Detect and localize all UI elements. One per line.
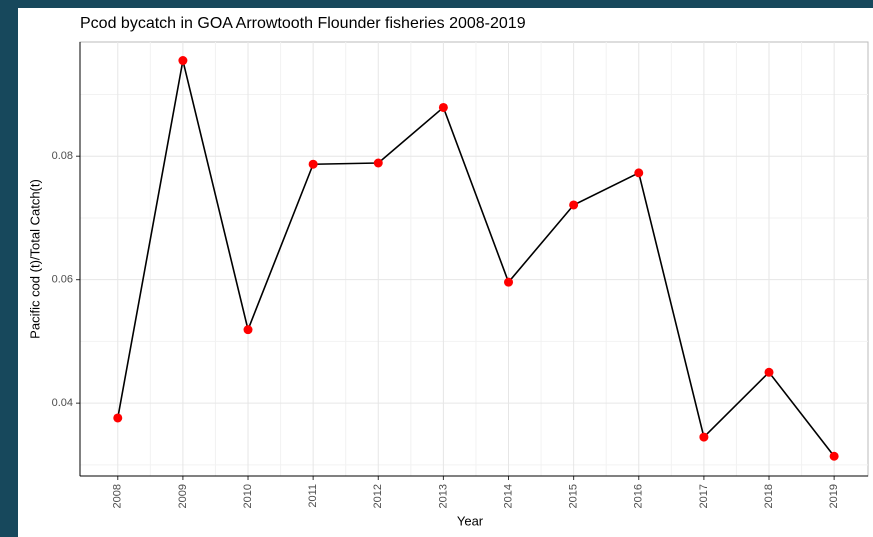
- x-tick-label: 2012: [372, 484, 384, 508]
- data-point: [178, 56, 188, 66]
- data-point: [634, 168, 644, 178]
- data-point: [829, 451, 839, 461]
- y-tick-label: 0.06: [52, 274, 73, 286]
- data-point: [308, 159, 318, 169]
- x-tick-label: 2017: [698, 484, 710, 508]
- x-tick-label: 2019: [828, 484, 840, 508]
- x-tick-label: 2010: [242, 484, 254, 508]
- x-tick-label: 2015: [568, 484, 580, 508]
- y-tick-label: 0.08: [52, 150, 73, 162]
- x-tick-label: 2014: [502, 484, 514, 508]
- chart-title: Pcod bycatch in GOA Arrowtooth Flounder …: [80, 15, 526, 32]
- x-axis-label: Year: [457, 513, 484, 528]
- x-tick-label: 2009: [177, 484, 189, 508]
- data-point: [438, 102, 448, 112]
- data-point: [569, 200, 579, 210]
- data-point: [504, 277, 514, 287]
- x-tick-label: 2016: [633, 484, 645, 508]
- data-point: [373, 158, 383, 168]
- data-point: [113, 413, 123, 423]
- data-point: [699, 432, 709, 442]
- x-tick-label: 2013: [437, 484, 449, 508]
- plot-panel: [79, 41, 869, 477]
- series-line: [116, 60, 835, 457]
- y-axis-label: Pacific cod (t)/Total Catch(t): [27, 179, 42, 339]
- data-point: [764, 367, 774, 377]
- x-tick-label: 2008: [112, 484, 124, 508]
- y-tick-label: 0.04: [52, 397, 73, 409]
- data-point: [243, 325, 253, 335]
- x-tick-label: 2018: [763, 484, 775, 508]
- x-tick-label: 2011: [307, 484, 319, 508]
